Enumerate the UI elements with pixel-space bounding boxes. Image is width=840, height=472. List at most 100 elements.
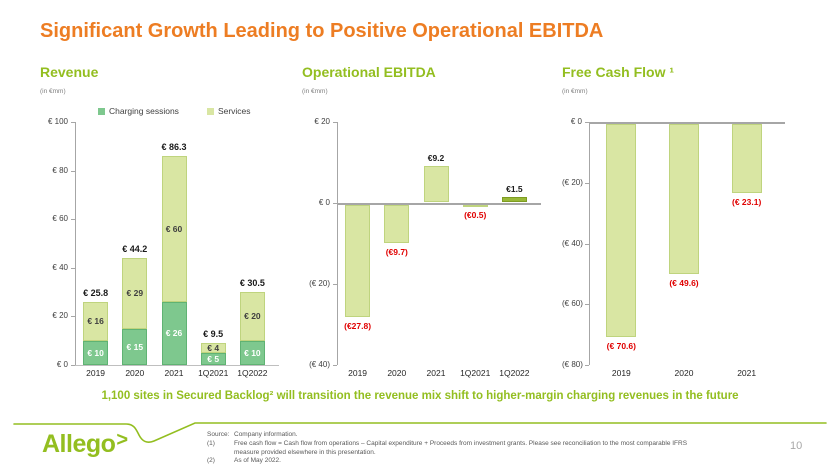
ebitda-header: Operational EBITDA xyxy=(302,64,436,80)
footer-swoosh-line xyxy=(13,422,827,443)
legend-label-services: Services xyxy=(217,106,251,116)
bar-segment-label: € 16 xyxy=(87,316,104,327)
y-axis-tick xyxy=(585,122,589,123)
y-axis-line xyxy=(75,122,76,365)
footnote-text: As of May 2022. xyxy=(234,457,281,465)
bar-segment xyxy=(122,328,148,365)
y-axis-tick xyxy=(71,268,75,269)
legend-item-charging-sessions: Charging sessions xyxy=(98,106,179,116)
y-axis-tick xyxy=(71,219,75,220)
bar-segment xyxy=(161,301,187,365)
ebitda-chart: € 20 € 0 (€ 20) (€ 40) 2019 2020 2021 1Q2021 1Q2… xyxy=(302,117,550,380)
allego-logo: Allego> xyxy=(42,429,128,459)
bar xyxy=(423,165,449,202)
y-axis-tick xyxy=(71,171,75,172)
y-axis-tick-label: € 20 xyxy=(314,117,330,126)
footnotes: Source: Company information. (1) Free ca… xyxy=(207,431,692,466)
footnote-2: (2) As of May 2022. xyxy=(207,457,692,466)
fcf-chart: € 0 (€ 20) (€ 40) (€ 60) (€ 80) 2019 2020 2021 (… xyxy=(562,117,810,380)
y-axis-tick xyxy=(71,316,75,317)
bar-value-label: €1.5 xyxy=(506,183,523,194)
ebitda-unit-label: (in €mm) xyxy=(302,88,328,95)
y-axis-tick-label: (€ 40) xyxy=(309,360,330,369)
x-axis-label: 2021 xyxy=(426,368,446,378)
x-axis-label: 2019 xyxy=(348,368,368,378)
bar-segment xyxy=(239,340,265,365)
x-axis-label: 1Q2022 xyxy=(499,368,530,378)
x-axis-label: 1Q2021 xyxy=(198,368,229,378)
x-axis-label: 2019 xyxy=(611,368,631,378)
ebitda-section: Operational EBITDA (in €mm) € 20 € 0 (€ 20… xyxy=(302,64,550,382)
revenue-legend: Charging sessions Services xyxy=(98,106,251,116)
charging-sessions-swatch-icon xyxy=(98,107,105,115)
bar-segment xyxy=(239,292,265,341)
y-axis-tick-label: € 0 xyxy=(56,360,68,369)
bar-value-label: €9.2 xyxy=(427,152,445,163)
y-axis-tick-label: (€ 20) xyxy=(562,177,583,187)
services-swatch-icon xyxy=(206,107,214,115)
y-axis-line xyxy=(337,122,338,365)
bar-segment-label: € 15 xyxy=(126,341,144,352)
slide-title: Significant Growth Leading to Positive O… xyxy=(40,20,604,42)
x-axis-label: 2020 xyxy=(387,368,407,378)
footnote-label: (2) xyxy=(207,457,215,465)
legend-item-services: Services xyxy=(206,106,251,116)
x-axis-label: 2020 xyxy=(125,368,145,378)
bar-value-label: (€ 70.6) xyxy=(606,341,636,352)
legend-label-charging-sessions: Charging sessions xyxy=(109,106,179,116)
bar-segment-label: € 10 xyxy=(244,347,261,358)
footnote-source: Source: Company information. xyxy=(207,431,692,440)
bar-value-label: (€ 23.1) xyxy=(732,197,762,208)
bar-segment-label: € 10 xyxy=(87,347,104,358)
x-axis-label: 2021 xyxy=(737,368,757,378)
y-axis-tick xyxy=(333,122,337,123)
y-axis-tick-label: € 100 xyxy=(47,117,68,126)
zero-axis-line xyxy=(337,202,541,205)
y-axis-tick-label: € 20 xyxy=(52,311,68,321)
bar-segment xyxy=(83,301,109,341)
y-axis-tick xyxy=(585,244,589,245)
bar-segment-label: € 20 xyxy=(244,311,261,322)
y-axis-tick xyxy=(71,365,75,366)
bar-segment xyxy=(122,258,148,329)
bar xyxy=(501,196,527,202)
revenue-chart: € 100 € 80 € 60 € 40 € 20 € 0 2019 2020 2021 1Q20… xyxy=(40,117,288,380)
x-axis-label: 2019 xyxy=(86,368,106,378)
y-axis-tick-label: € 0 xyxy=(318,198,330,207)
bar-value-label: (€27.8) xyxy=(344,320,372,331)
y-axis-tick-label: (€ 20) xyxy=(309,279,330,288)
bar-segment-label: € 26 xyxy=(165,328,183,339)
allego-logo-text: Allego xyxy=(42,430,116,458)
bar-segment-label: € 60 xyxy=(165,223,183,234)
footnote-text: Free cash flow = Cash flow from operatio… xyxy=(234,439,688,456)
y-axis-tick-label: € 60 xyxy=(52,214,68,224)
y-axis-tick xyxy=(71,122,75,123)
key-message: 1,100 sites in Secured Backlog² will tra… xyxy=(101,390,739,402)
y-axis-tick-label: € 0 xyxy=(570,117,582,126)
bar-value-label: (€0.5) xyxy=(464,210,487,221)
bar-value-label: (€ 49.6) xyxy=(669,277,699,288)
revenue-unit-label: (in €mm) xyxy=(40,88,66,95)
x-axis-label: 2020 xyxy=(674,368,694,378)
bar-segment xyxy=(83,340,109,365)
bar-value-label: (€9.7) xyxy=(385,247,408,258)
footnote-text: Company information. xyxy=(234,431,298,438)
y-axis-tick xyxy=(333,365,337,366)
footnote-label: Source: xyxy=(207,431,230,438)
allego-chevron-icon: > xyxy=(116,429,128,451)
bar-total-label: € 25.8 xyxy=(83,287,109,298)
y-axis-tick-label: (€ 80) xyxy=(562,360,583,369)
bar xyxy=(345,205,371,317)
bar-total-label: € 86.3 xyxy=(161,142,187,153)
fcf-header: Free Cash Flow ¹ xyxy=(562,64,675,80)
zero-axis-line xyxy=(589,121,785,124)
footnote-label: (1) xyxy=(207,439,215,447)
y-axis-tick xyxy=(585,183,589,184)
bar-segment-label: € 5 xyxy=(207,353,220,364)
y-axis-tick xyxy=(333,203,337,204)
y-axis-tick xyxy=(333,284,337,285)
fcf-unit-label: (in €mm) xyxy=(562,88,588,95)
revenue-section: Revenue (in €mm) Charging sessions Servi… xyxy=(40,64,288,382)
bar-total-label: € 9.5 xyxy=(203,329,224,340)
